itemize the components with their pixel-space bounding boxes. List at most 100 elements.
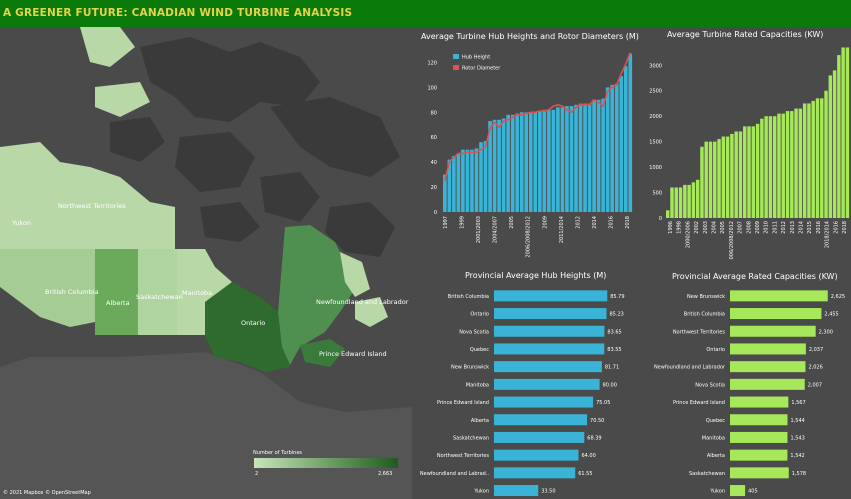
capacity-bar [687,184,691,218]
capacity-bar [772,116,777,218]
region-maritimes[interactable] [300,339,345,367]
region-quebec[interactable] [278,225,355,365]
capacity-bar [666,210,670,218]
region-ontario[interactable] [205,282,290,372]
value-label: 2,026 [808,365,822,371]
hub-rotor-chart-title: Average Turbine Hub Heights and Rotor Di… [421,32,639,41]
capacity-bar [790,111,794,218]
value-label: 83.65 [607,329,621,335]
hub-height-bar [542,109,547,212]
value-label: 70.50 [590,418,604,424]
y-tick-label: 2500 [649,89,662,95]
dashboard-title: A GREENER FUTURE: CANADIAN WIND TURBINE … [3,7,353,19]
value-bar [730,414,788,426]
value-label: 85.23 [610,312,624,318]
x-tick-label: 2012 [575,216,581,229]
dashboard-header: A GREENER FUTURE: CANADIAN WIND TURBINE … [0,0,851,27]
capacity-bar [777,113,781,218]
value-label: 1,578 [792,471,806,477]
value-bar [730,308,822,320]
x-tick-label: 2009 [542,216,548,229]
value-label: 2,037 [809,347,823,353]
hub-height-bar [623,66,628,212]
region-newfoundland[interactable] [355,297,388,327]
value-label: 2,625 [831,294,845,300]
map-label-bc: British Columbia [45,288,99,296]
capacity-bar [837,55,841,218]
y-tick-label: 2000 [649,114,662,120]
capacity-bar [798,108,803,218]
value-bar [494,467,576,479]
hub-height-bar [456,153,461,212]
canada-map[interactable]: Yukon Northwest Territories British Colu… [0,27,412,499]
legend-hub-label: Hub Height [462,55,490,61]
value-bar [730,431,788,443]
hub-height-bar [574,104,578,212]
capacity-bar [725,136,730,218]
region-saskatchewan[interactable] [138,249,177,335]
capacity-bar [841,47,845,218]
value-label: 64.00 [581,453,595,459]
capacity-bar [695,179,700,218]
hub-height-bar [461,149,465,212]
value-bar [494,396,594,408]
legend-min: 2 [255,471,258,477]
category-label: Northwest Territories [437,453,490,459]
region-arctic-island[interactable] [80,27,135,67]
capacity-bar [802,103,807,218]
region-nwt-yukon[interactable] [0,142,175,249]
capacity-bar [760,118,764,218]
x-tick-label: 2004/2007 [493,216,499,243]
value-label: 1,543 [790,435,804,441]
region-arctic-island-2[interactable] [95,82,150,117]
hub-height-bar [443,174,447,212]
value-bar [494,325,605,337]
y-tick-label: 1500 [649,140,662,146]
x-tick-label: 2006/2008/2012 [526,216,532,258]
capacity-chart[interactable]: 0 500 1000 1500 2000 2500 3000 1996 1998 2000/200… [640,45,851,260]
value-label: 1,542 [790,453,804,459]
region-alberta[interactable] [95,249,138,335]
capacity-bar [678,187,683,218]
prov-hub-chart-title: Provincial Average Hub Heights (M) [465,271,607,280]
capacity-bar [704,141,708,218]
prov-hub-chart[interactable]: British Columbia 85.79 Ontario 85.23 Nova Sc… [412,282,642,499]
hub-height-bar [538,111,542,212]
capacity-bar [815,98,820,218]
x-tick-label: 2006/2008/2012 [729,221,735,260]
x-tick-label: 2016 [833,221,839,234]
prov-capacity-chart-title: Provincial Average Rated Capacities (KW) [672,272,838,281]
capacity-bar [670,187,674,218]
hub-height-bar [510,114,515,212]
capacity-bar [824,90,828,218]
hub-height-bar [447,159,452,212]
value-bar [494,361,602,373]
hub-height-bar [515,113,519,212]
prov-capacity-chart[interactable]: New Brunswick 2,625 British Columbia 2,455 N… [642,282,851,499]
region-labrador[interactable] [340,252,370,297]
hub-height-bar [565,106,569,212]
x-tick-label: 2014 [799,221,805,234]
value-label: 2,007 [808,382,822,388]
hub-height-bar [465,149,470,212]
value-bar [494,290,608,302]
hub-height-bar [488,121,492,212]
hub-height-bar [560,107,565,212]
category-label: Manitoba [702,435,725,441]
value-bar [730,485,746,497]
category-label: Alberta [471,418,489,424]
value-bar [494,343,605,355]
category-label: New Brunswick [687,294,725,300]
category-label: Quebec [470,347,489,353]
hub-rotor-chart[interactable]: 0 20 40 60 80 100 120 1997 1999 2001/2003 2004/200… [412,45,634,260]
region-british-columbia[interactable] [0,249,95,327]
value-bar [730,378,805,390]
hub-height-bar [528,112,533,212]
y-tick-label: 0 [659,216,662,222]
map-attribution: © 2021 Mapbox © OpenStreetMap [3,489,91,496]
category-label: Prince Edward Island [437,400,489,406]
value-label: 80.00 [603,382,617,388]
region-manitoba[interactable] [177,249,232,335]
capacity-bar [708,141,713,218]
map-label-pei: Prince Edward Island [319,350,387,358]
